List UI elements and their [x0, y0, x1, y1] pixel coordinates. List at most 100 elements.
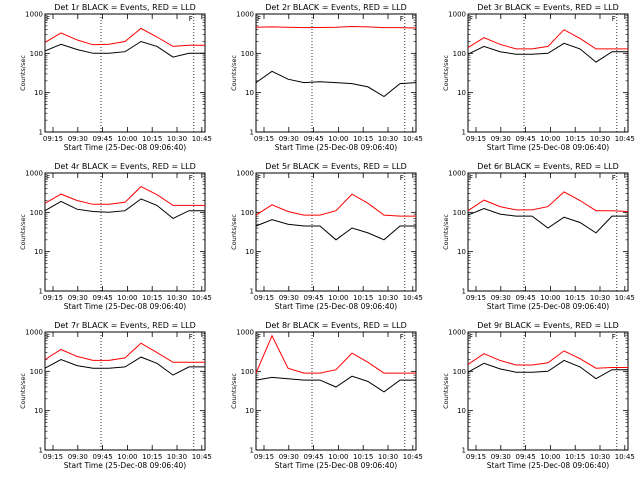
y-axis-label: Counts/sec: [19, 55, 27, 91]
flare-marker: F: [400, 15, 404, 23]
plot-frame: [467, 172, 629, 292]
x-tick-label: 09:30: [491, 294, 511, 302]
x-tick-label: 10:15: [565, 453, 585, 461]
flare-marker: F: [257, 15, 261, 23]
plot-panel-5: Det 5r BLACK = Events, RED = LLD 1 10 100 10…: [230, 162, 423, 311]
x-tick-label: 10:30: [167, 294, 187, 302]
x-tick-label: 10:45: [615, 135, 635, 143]
x-tick-label: 10:00: [540, 453, 560, 461]
y-tick-label: 1000: [448, 329, 466, 337]
x-tick-label: 10:15: [565, 135, 585, 143]
x-tick-label: 09:45: [516, 294, 536, 302]
panel-title: Det 1r BLACK = Events, RED = LLD: [54, 3, 196, 12]
panel-title: Det 7r BLACK = Events, RED = LLD: [54, 321, 196, 330]
y-tick-label: 1: [462, 129, 466, 137]
x-tick-label: 10:45: [192, 294, 212, 302]
x-axis-label: Start Time (25-Dec-08 09:06:40): [275, 143, 397, 152]
plot-frame: [44, 331, 206, 451]
plot-frame: [255, 172, 417, 292]
y-tick-label: 1000: [236, 170, 254, 178]
x-axis-label: Start Time (25-Dec-08 09:06:40): [64, 302, 186, 311]
x-tick-label: 09:45: [304, 135, 324, 143]
y-tick-label: 1000: [448, 170, 466, 178]
x-tick-label: 10:30: [378, 294, 398, 302]
x-tick-label: 10:15: [353, 294, 373, 302]
y-tick-label: 100: [453, 50, 466, 58]
flare-marker: F: [257, 333, 261, 341]
series-line-events: [44, 356, 205, 376]
y-tick-label: 10: [34, 89, 43, 97]
y-tick-label: 1000: [236, 11, 254, 19]
x-tick-label: 09:30: [68, 135, 88, 143]
y-axis-label: Counts/sec: [230, 373, 238, 409]
y-tick-label: 1: [250, 447, 254, 455]
x-tick-label: 10:45: [403, 453, 423, 461]
x-tick-label: 09:15: [43, 453, 63, 461]
plot-panel-8: Det 8r BLACK = Events, RED = LLD 1 10 100 10…: [230, 321, 423, 470]
y-tick-label: 1: [39, 129, 43, 137]
x-tick-label: 09:15: [254, 294, 274, 302]
series-line-events: [255, 70, 417, 98]
plot-panel-4: Det 4r BLACK = Events, RED = LLD 1 10 100 10…: [19, 162, 212, 311]
flare-marker: F: [46, 174, 50, 182]
x-tick-label: 10:15: [142, 453, 162, 461]
x-axis-label: Start Time (25-Dec-08 09:06:40): [275, 302, 397, 311]
plot-panel-2: Det 2r BLACK = Events, RED = LLD 1 10 100 10…: [230, 3, 423, 152]
y-axis-label: Counts/sec: [442, 373, 450, 409]
y-tick-label: 10: [457, 248, 466, 256]
x-axis-label: Start Time (25-Dec-08 09:06:40): [275, 461, 397, 470]
series-line-events: [467, 359, 628, 380]
series-line-lld: [467, 29, 628, 50]
flare-marker: F: [612, 174, 616, 182]
y-axis-label: Counts/sec: [230, 55, 238, 91]
x-tick-label: 09:30: [68, 453, 88, 461]
y-tick-label: 1: [39, 288, 43, 296]
series-line-lld: [255, 193, 416, 217]
plot-frame: [255, 13, 417, 133]
plot-frame: [467, 331, 629, 451]
plot-frame: [255, 331, 417, 451]
y-axis-label: Counts/sec: [230, 214, 238, 250]
x-axis-label: Start Time (25-Dec-08 09:06:40): [487, 302, 609, 311]
plot-panel-7: Det 7r BLACK = Events, RED = LLD 1 10 100 10…: [19, 321, 212, 470]
x-tick-label: 10:30: [378, 453, 398, 461]
x-tick-label: 10:30: [590, 294, 610, 302]
y-tick-label: 10: [34, 248, 43, 256]
y-axis-label: Counts/sec: [19, 214, 27, 250]
x-tick-label: 09:15: [43, 294, 63, 302]
series-line-events: [44, 40, 205, 58]
y-tick-label: 10: [245, 89, 254, 97]
x-tick-label: 10:00: [328, 135, 348, 143]
panel-title: Det 3r BLACK = Events, RED = LLD: [477, 3, 619, 12]
x-tick-label: 10:00: [540, 135, 560, 143]
y-tick-label: 10: [457, 89, 466, 97]
flare-marker: F: [46, 333, 50, 341]
flare-marker: F: [400, 333, 404, 341]
series-line-events: [255, 375, 416, 393]
x-tick-label: 10:00: [328, 453, 348, 461]
x-axis-label: Start Time (25-Dec-08 09:06:40): [487, 461, 609, 470]
y-tick-label: 100: [30, 209, 43, 217]
x-tick-label: 10:00: [117, 453, 137, 461]
series-line-events: [467, 42, 628, 63]
y-tick-label: 1: [462, 447, 466, 455]
y-tick-label: 100: [30, 50, 43, 58]
series-line-lld: [467, 191, 629, 212]
y-tick-label: 1000: [25, 329, 43, 337]
series-line-lld: [255, 25, 417, 29]
y-tick-label: 100: [241, 209, 254, 217]
flare-marker: F: [189, 15, 193, 23]
x-tick-label: 10:00: [328, 294, 348, 302]
x-tick-label: 09:30: [279, 135, 299, 143]
flare-marker: F: [469, 174, 473, 182]
x-tick-label: 10:00: [117, 294, 137, 302]
x-tick-label: 09:30: [279, 453, 299, 461]
plot-frame: [44, 172, 206, 292]
y-tick-label: 10: [245, 407, 254, 415]
x-tick-label: 10:15: [142, 294, 162, 302]
y-tick-label: 1000: [25, 170, 43, 178]
x-tick-label: 09:15: [43, 135, 63, 143]
y-axis-label: Counts/sec: [19, 373, 27, 409]
y-tick-label: 1: [39, 447, 43, 455]
